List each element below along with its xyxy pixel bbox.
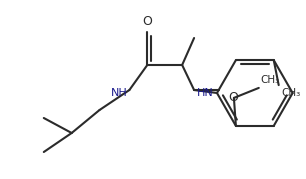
Text: O: O bbox=[228, 91, 238, 104]
Text: NH: NH bbox=[111, 88, 127, 98]
Text: O: O bbox=[142, 15, 152, 28]
Text: CH₃: CH₃ bbox=[261, 75, 280, 85]
Text: CH₃: CH₃ bbox=[282, 88, 301, 98]
Text: HN: HN bbox=[197, 88, 214, 98]
